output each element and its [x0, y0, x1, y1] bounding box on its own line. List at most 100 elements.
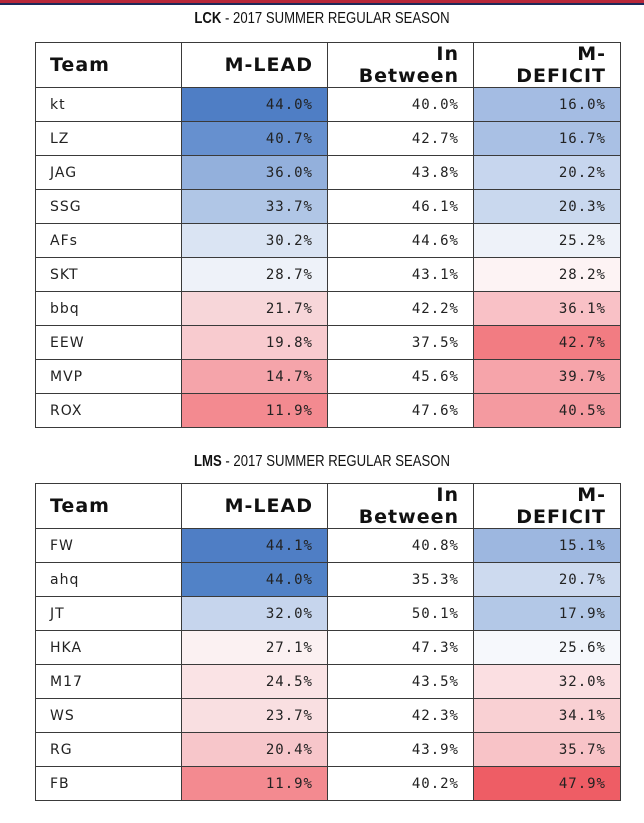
- m-lead-cell: 36.0%: [181, 155, 328, 190]
- m-lead-cell: 33.7%: [181, 189, 328, 224]
- m-lead-cell: 28.7%: [181, 257, 328, 292]
- table-header-row: Team M-LEAD In Between M-DEFICIT: [35, 42, 621, 88]
- m-deficit-cell: 36.1%: [473, 291, 621, 326]
- team-cell: bbq: [35, 291, 182, 326]
- m-deficit-cell: 28.2%: [473, 257, 621, 292]
- m-deficit-cell: 47.9%: [473, 766, 621, 801]
- m-deficit-cell: 20.2%: [473, 155, 621, 190]
- in-between-cell: 43.5%: [327, 664, 474, 699]
- team-cell: SKT: [35, 257, 182, 292]
- column-header-m-lead: M-LEAD: [181, 483, 328, 529]
- table-row: ROX 11.9% 47.6% 40.5%: [35, 393, 621, 428]
- team-cell: JAG: [35, 155, 182, 190]
- m-lead-cell: 30.2%: [181, 223, 328, 258]
- m-lead-cell: 20.4%: [181, 732, 328, 767]
- team-cell: FW: [35, 528, 182, 563]
- in-between-cell: 47.3%: [327, 630, 474, 665]
- table-row: MVP 14.7% 45.6% 39.7%: [35, 359, 621, 394]
- in-between-cell: 43.1%: [327, 257, 474, 292]
- column-header-m-deficit: M-DEFICIT: [473, 483, 621, 529]
- m-lead-cell: 44.1%: [181, 528, 328, 563]
- column-header-in-between: In Between: [327, 42, 474, 88]
- in-between-cell: 40.2%: [327, 766, 474, 801]
- team-cell: FB: [35, 766, 182, 801]
- m-lead-cell: 11.9%: [181, 766, 328, 801]
- m-deficit-cell: 42.7%: [473, 325, 621, 360]
- team-cell: RG: [35, 732, 182, 767]
- team-cell: ROX: [35, 393, 182, 428]
- table-row: JT 32.0% 50.1% 17.9%: [35, 596, 621, 631]
- m-deficit-cell: 40.5%: [473, 393, 621, 428]
- in-between-cell: 50.1%: [327, 596, 474, 631]
- table-row: LZ 40.7% 42.7% 16.7%: [35, 121, 621, 156]
- m-lead-cell: 11.9%: [181, 393, 328, 428]
- m-lead-cell: 44.0%: [181, 87, 328, 122]
- m-lead-cell: 40.7%: [181, 121, 328, 156]
- team-cell: HKA: [35, 630, 182, 665]
- table-row: EEW 19.8% 37.5% 42.7%: [35, 325, 621, 360]
- m-deficit-cell: 39.7%: [473, 359, 621, 394]
- table-row: M17 24.5% 43.5% 32.0%: [35, 664, 621, 699]
- column-header-team: Team: [35, 483, 182, 529]
- in-between-cell: 46.1%: [327, 189, 474, 224]
- m-deficit-cell: 20.3%: [473, 189, 621, 224]
- lms-section-title: LMS - 2017 SUMMER REGULAR SEASON: [194, 453, 450, 470]
- column-header-m-lead: M-LEAD: [181, 42, 328, 88]
- in-between-cell: 35.3%: [327, 562, 474, 597]
- lms-stats-table: Team M-LEAD In Between M-DEFICIT FW 44.1%…: [35, 483, 621, 801]
- in-between-cell: 40.8%: [327, 528, 474, 563]
- table-row: HKA 27.1% 47.3% 25.6%: [35, 630, 621, 665]
- m-deficit-cell: 32.0%: [473, 664, 621, 699]
- m-deficit-cell: 20.7%: [473, 562, 621, 597]
- in-between-cell: 42.2%: [327, 291, 474, 326]
- team-cell: MVP: [35, 359, 182, 394]
- m-deficit-cell: 35.7%: [473, 732, 621, 767]
- m-deficit-cell: 17.9%: [473, 596, 621, 631]
- m-deficit-cell: 15.1%: [473, 528, 621, 563]
- in-between-cell: 37.5%: [327, 325, 474, 360]
- m-deficit-cell: 16.7%: [473, 121, 621, 156]
- column-header-in-between: In Between: [327, 483, 474, 529]
- column-header-m-deficit: M-DEFICIT: [473, 42, 621, 88]
- m-lead-cell: 32.0%: [181, 596, 328, 631]
- m-lead-cell: 21.7%: [181, 291, 328, 326]
- lck-section-title: LCK - 2017 SUMMER REGULAR SEASON: [194, 10, 450, 27]
- table-row: FW 44.1% 40.8% 15.1%: [35, 528, 621, 563]
- table-row: SKT 28.7% 43.1% 28.2%: [35, 257, 621, 292]
- column-header-team: Team: [35, 42, 182, 88]
- table-row: kt 44.0% 40.0% 16.0%: [35, 87, 621, 122]
- lck-stats-table: Team M-LEAD In Between M-DEFICIT kt 44.0%…: [35, 42, 621, 428]
- m-lead-cell: 44.0%: [181, 562, 328, 597]
- m-deficit-cell: 25.6%: [473, 630, 621, 665]
- in-between-cell: 45.6%: [327, 359, 474, 394]
- team-cell: kt: [35, 87, 182, 122]
- table-row: SSG 33.7% 46.1% 20.3%: [35, 189, 621, 224]
- in-between-cell: 40.0%: [327, 87, 474, 122]
- in-between-cell: 43.8%: [327, 155, 474, 190]
- team-cell: AFs: [35, 223, 182, 258]
- team-cell: LZ: [35, 121, 182, 156]
- team-cell: WS: [35, 698, 182, 733]
- table-header-row: Team M-LEAD In Between M-DEFICIT: [35, 483, 621, 529]
- team-cell: M17: [35, 664, 182, 699]
- m-lead-cell: 14.7%: [181, 359, 328, 394]
- m-deficit-cell: 25.2%: [473, 223, 621, 258]
- in-between-cell: 42.7%: [327, 121, 474, 156]
- m-deficit-cell: 16.0%: [473, 87, 621, 122]
- m-lead-cell: 24.5%: [181, 664, 328, 699]
- top-accent-bar: [0, 0, 644, 5]
- table-row: bbq 21.7% 42.2% 36.1%: [35, 291, 621, 326]
- team-cell: SSG: [35, 189, 182, 224]
- table-row: JAG 36.0% 43.8% 20.2%: [35, 155, 621, 190]
- in-between-cell: 43.9%: [327, 732, 474, 767]
- in-between-cell: 47.6%: [327, 393, 474, 428]
- in-between-cell: 44.6%: [327, 223, 474, 258]
- table-row: RG 20.4% 43.9% 35.7%: [35, 732, 621, 767]
- table-row: FB 11.9% 40.2% 47.9%: [35, 766, 621, 801]
- table-row: ahq 44.0% 35.3% 20.7%: [35, 562, 621, 597]
- m-deficit-cell: 34.1%: [473, 698, 621, 733]
- team-cell: EEW: [35, 325, 182, 360]
- m-lead-cell: 19.8%: [181, 325, 328, 360]
- in-between-cell: 42.3%: [327, 698, 474, 733]
- table-row: WS 23.7% 42.3% 34.1%: [35, 698, 621, 733]
